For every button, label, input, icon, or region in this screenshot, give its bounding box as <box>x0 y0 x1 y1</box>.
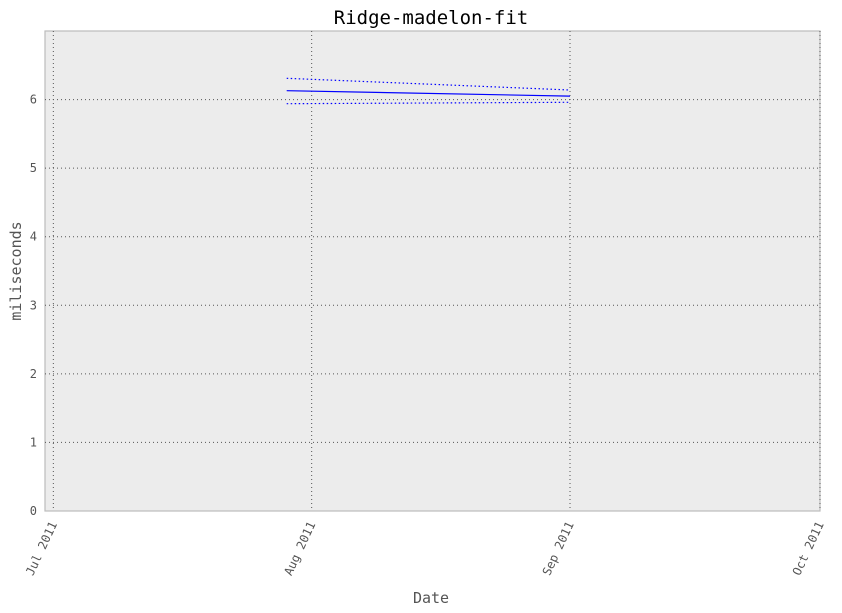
y-tick-label: 1 <box>30 435 37 449</box>
plot-area <box>44 30 821 512</box>
y-tick-label: 3 <box>30 298 37 312</box>
series-line-bound <box>286 77 571 91</box>
y-axis-label: miliseconds <box>7 221 25 320</box>
y-tick-label: 0 <box>30 504 37 518</box>
series-layer <box>286 77 571 105</box>
x-tick-label: Oct 2011 <box>790 519 827 577</box>
y-tick-label: 2 <box>30 367 37 381</box>
series-line-bound <box>286 101 571 105</box>
x-tick-label: Jul 2011 <box>23 519 60 577</box>
chart-title: Ridge-madelon-fit <box>334 7 528 29</box>
y-tick-label: 6 <box>30 93 37 107</box>
x-axis-label: Date <box>413 589 449 607</box>
x-tick-label: Sep 2011 <box>540 519 577 577</box>
grid <box>45 31 821 511</box>
x-tick-label: Aug 2011 <box>281 519 318 577</box>
y-tick-label: 4 <box>30 230 37 244</box>
y-tick-label: 5 <box>30 161 37 175</box>
series-line-mean <box>286 90 571 97</box>
